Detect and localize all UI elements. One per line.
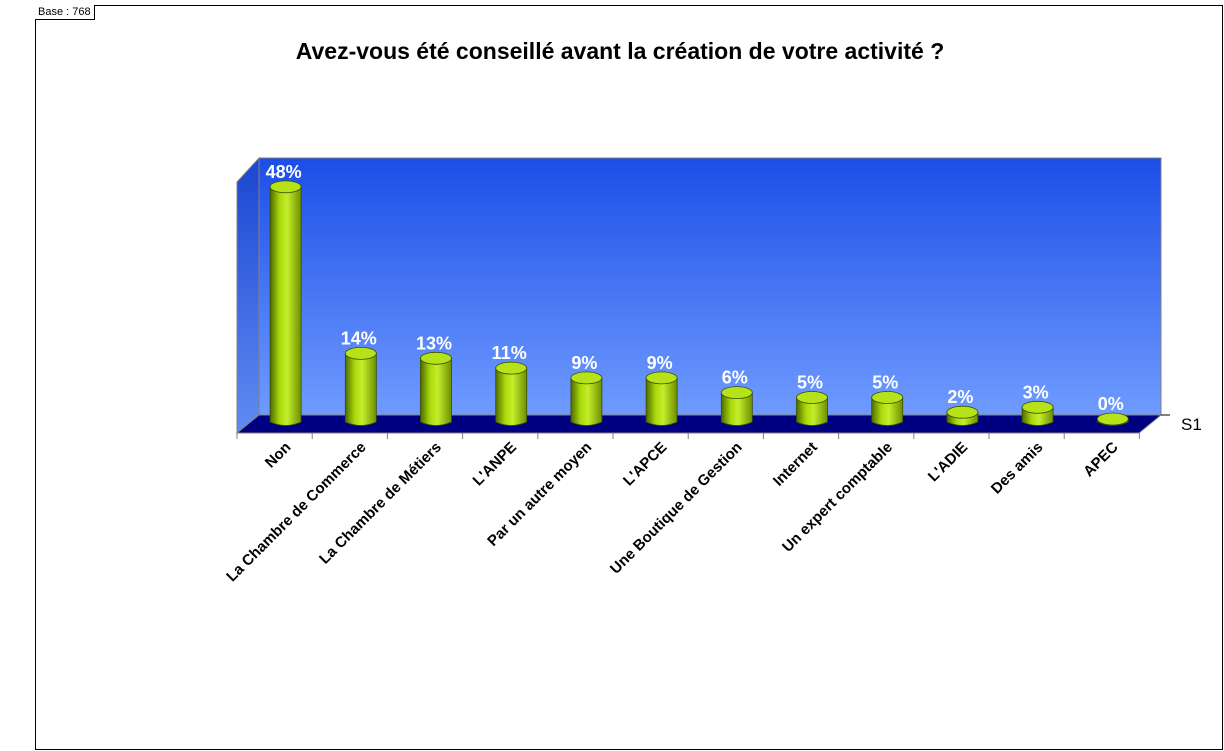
value-label: 14% <box>341 328 377 348</box>
bar-body <box>420 357 452 426</box>
bar-body <box>645 377 678 426</box>
bar-body <box>269 186 302 426</box>
bar-top <box>570 371 603 385</box>
value-label: 0% <box>1098 394 1124 414</box>
bar-body <box>344 353 377 426</box>
bar <box>1096 412 1129 426</box>
bar-top <box>720 386 753 400</box>
bar-top <box>946 405 979 419</box>
category-label: APEC <box>1080 439 1122 481</box>
chart-title: Avez-vous été conseillé avant la créatio… <box>295 38 945 64</box>
value-label: 5% <box>797 373 823 393</box>
value-label: 2% <box>947 387 973 407</box>
category-label: Des amis <box>988 439 1047 498</box>
bar <box>495 361 528 426</box>
bar-top <box>645 371 678 385</box>
bar-top <box>269 180 302 194</box>
back-wall <box>258 157 1162 416</box>
category-label: Internet <box>770 439 821 490</box>
bar-top <box>796 391 828 404</box>
value-label: 6% <box>722 368 748 388</box>
bar <box>645 371 678 426</box>
bar <box>269 180 302 426</box>
category-label: L'ADIE <box>925 439 971 485</box>
value-label: 3% <box>1023 382 1049 402</box>
category-label: L'APCE <box>620 439 670 489</box>
value-label: 48% <box>266 162 302 182</box>
bar-top <box>1096 412 1129 426</box>
bar-body <box>720 392 753 426</box>
bar <box>871 391 904 426</box>
bar <box>1021 400 1054 426</box>
bar-body <box>495 367 528 426</box>
bar-body <box>871 397 904 426</box>
category-label: La Chambre de Commerce <box>223 439 369 585</box>
base-count-label: Base : 768 <box>35 5 95 20</box>
category-label: Non <box>262 439 295 472</box>
bar-top <box>871 391 904 404</box>
value-label: 11% <box>492 343 527 363</box>
bar <box>946 405 979 426</box>
side-wall <box>236 156 260 435</box>
bar <box>796 391 828 426</box>
category-label: L'ANPE <box>470 439 520 489</box>
bar-top <box>495 361 528 375</box>
value-label: 9% <box>647 353 673 373</box>
bar-top <box>1021 400 1054 414</box>
category-label: Une Boutique de Gestion <box>607 439 746 578</box>
bar-body <box>796 397 828 426</box>
bar <box>570 371 603 426</box>
bar <box>344 346 377 426</box>
bar <box>720 386 753 426</box>
series-label: S1 <box>1181 415 1202 434</box>
value-label: 9% <box>571 353 597 373</box>
bar-top <box>420 351 452 365</box>
category-label: La Chambre de Métiers <box>316 439 445 568</box>
value-label: 13% <box>416 333 452 353</box>
bar-top <box>344 346 377 360</box>
value-label: 5% <box>872 373 898 393</box>
bar-body <box>570 377 603 426</box>
bar <box>420 351 452 426</box>
